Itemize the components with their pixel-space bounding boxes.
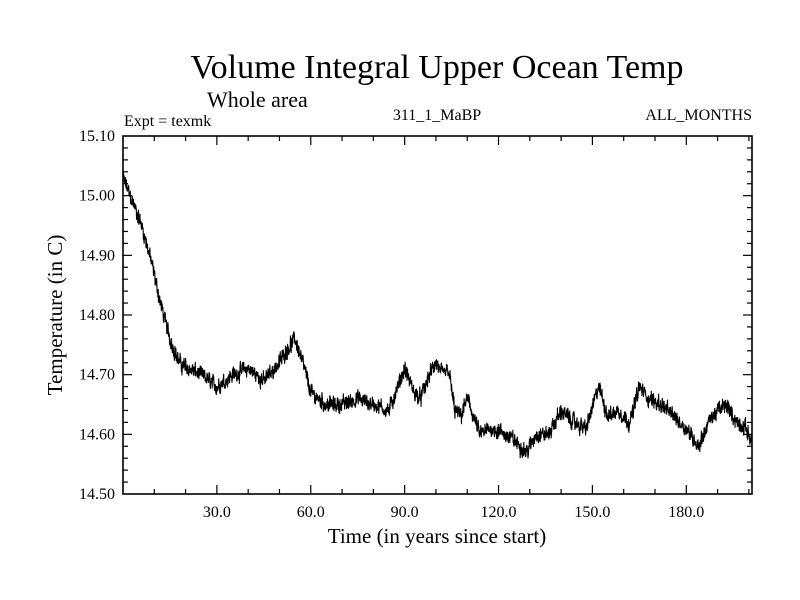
x-tick-label: 180.0	[668, 504, 704, 521]
run-label: 311_1_MaBP	[393, 107, 481, 124]
x-axis-label: Time (in years since start)	[328, 524, 547, 548]
x-tick-label: 150.0	[574, 504, 610, 521]
y-tick-label: 15.10	[79, 128, 115, 145]
y-tick-label: 14.50	[79, 486, 115, 503]
experiment-label: Expt = texmk	[124, 113, 211, 130]
axis-ticks	[123, 136, 752, 494]
x-tick-label: 120.0	[481, 504, 517, 521]
series-line-temperature	[122, 170, 753, 459]
y-tick-label: 15.00	[79, 188, 115, 205]
y-tick-label: 14.70	[79, 367, 115, 384]
y-tick-label: 14.90	[79, 247, 115, 264]
chart-title: Volume Integral Upper Ocean Temp	[191, 49, 684, 86]
x-tick-label: 60.0	[297, 504, 325, 521]
y-tick-label: 14.60	[79, 426, 115, 443]
months-label: ALL_MONTHS	[645, 107, 752, 124]
x-tick-label: 90.0	[391, 504, 419, 521]
plot-frame	[122, 135, 753, 495]
y-axis-label: Temperature (in C)	[43, 235, 67, 396]
x-tick-label: 30.0	[203, 504, 231, 521]
y-tick-label: 14.80	[79, 307, 115, 324]
tick-labels: 30.0 60.0 90.0 120.0 150.0 180.0 14.50 14.60 14.…	[79, 128, 704, 521]
chart-subtitle: Whole area	[207, 87, 308, 112]
